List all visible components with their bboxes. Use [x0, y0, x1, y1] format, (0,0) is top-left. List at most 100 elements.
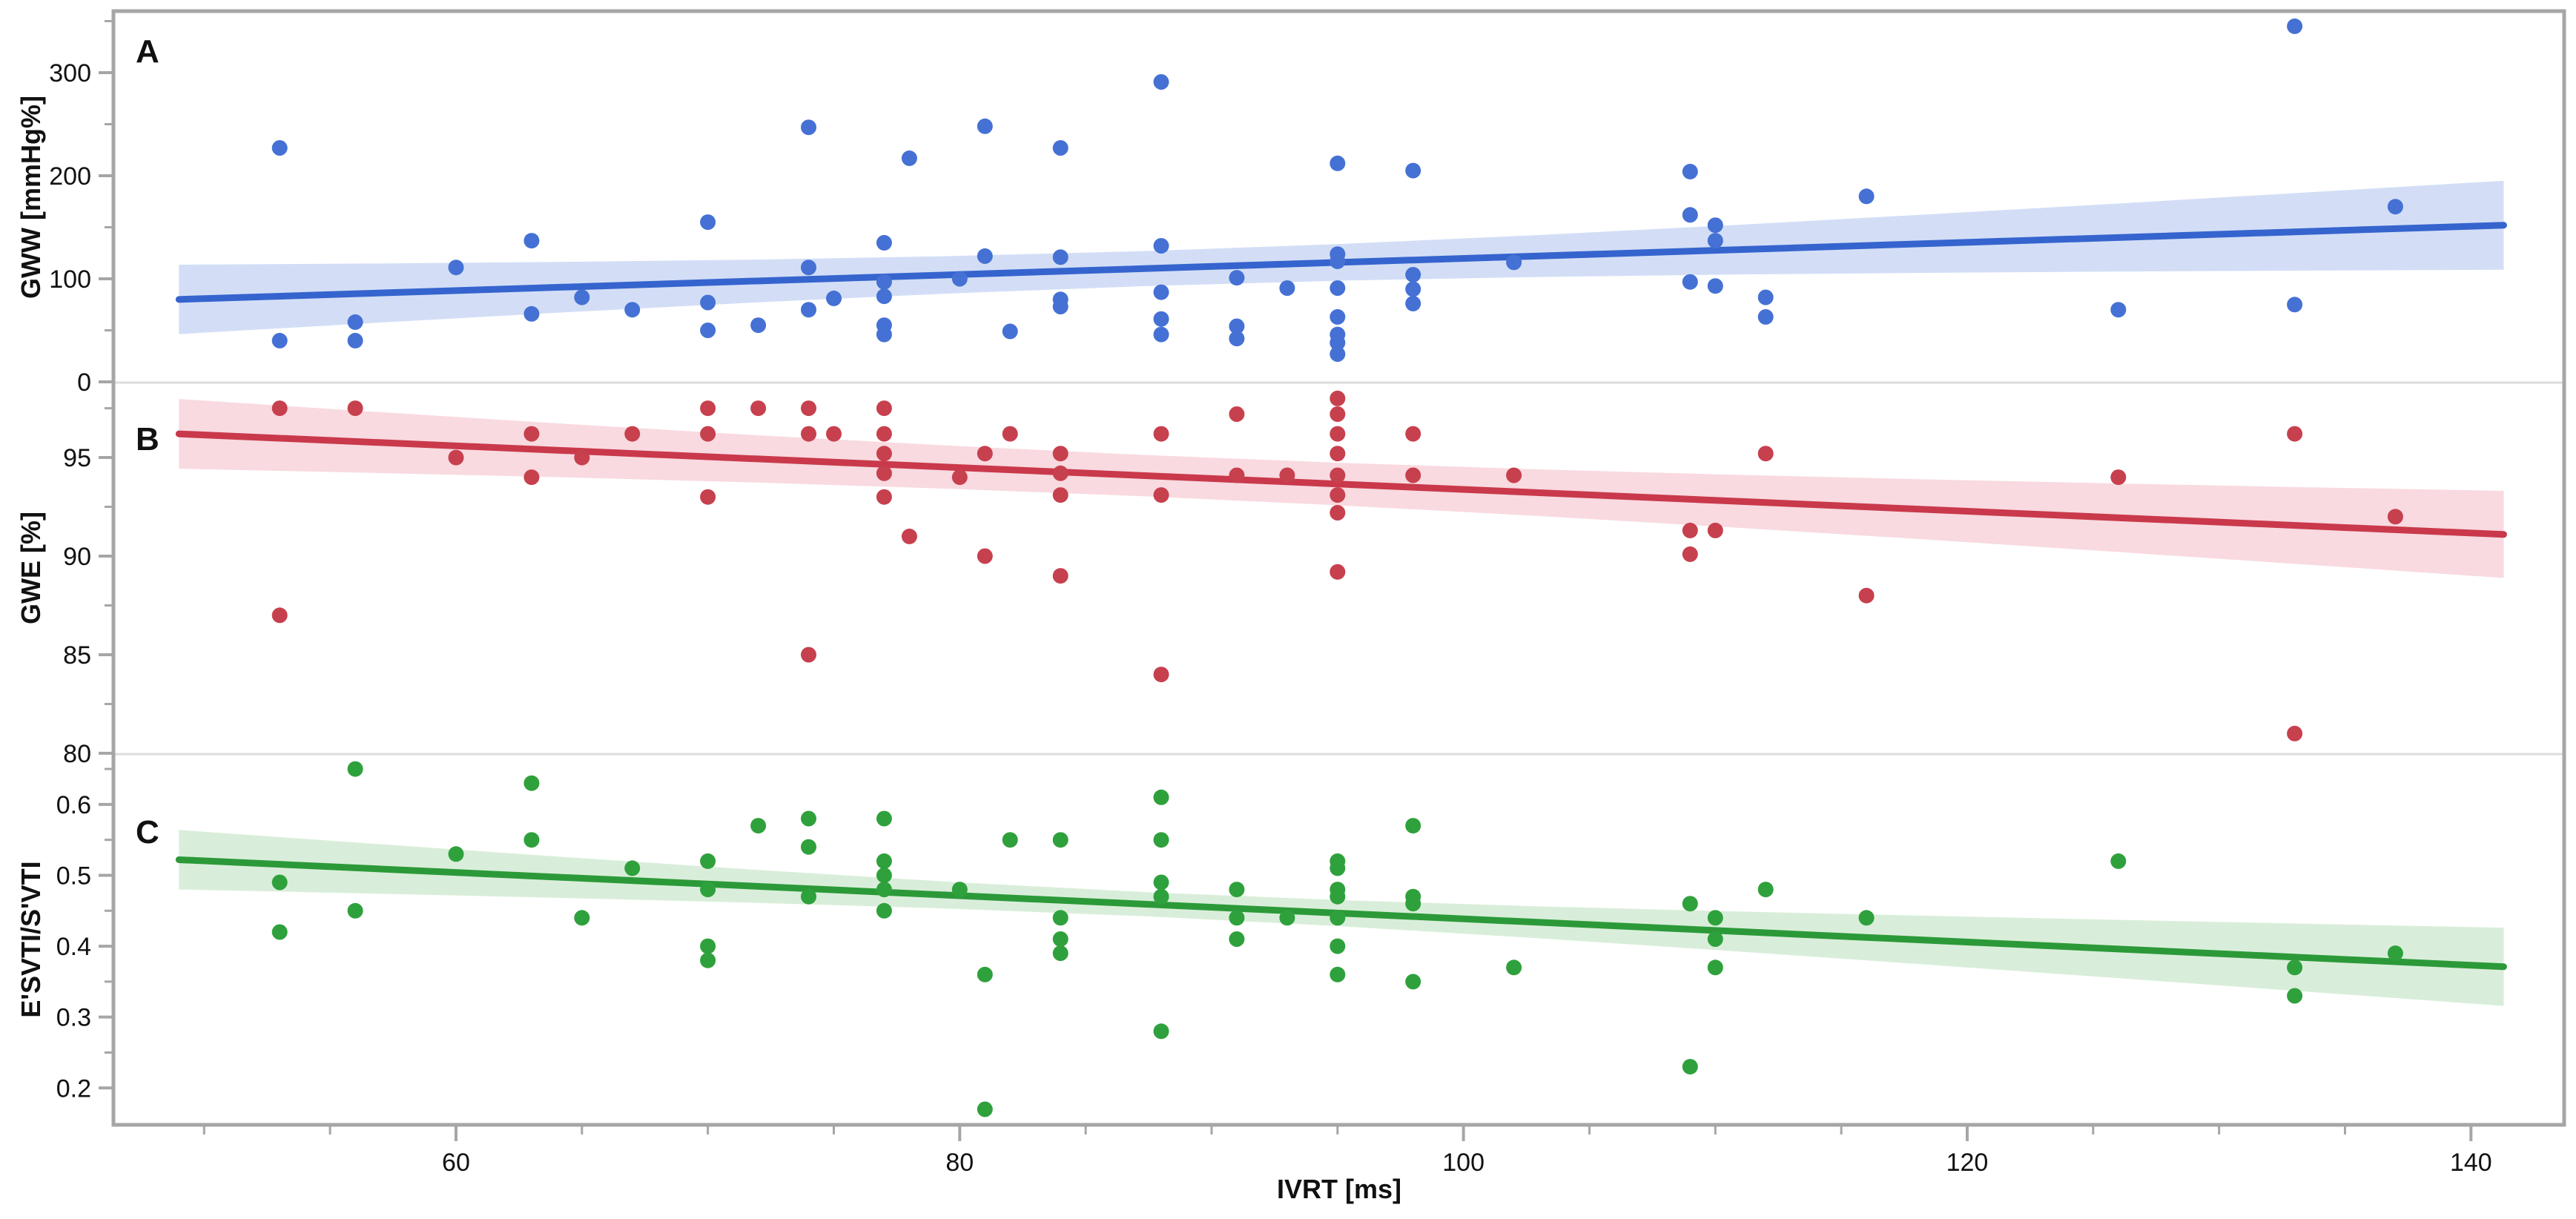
- data-point-c: [1153, 832, 1169, 848]
- data-point-a: [448, 260, 464, 276]
- data-point-b: [2110, 469, 2127, 486]
- x-tick-label: 140: [2450, 1149, 2492, 1177]
- data-point-a: [1279, 280, 1295, 296]
- panel-b-letter: B: [136, 421, 159, 457]
- data-point-a: [977, 118, 993, 134]
- data-point-c: [1153, 789, 1169, 805]
- data-point-c: [1002, 832, 1018, 848]
- data-point-b: [826, 426, 842, 442]
- data-point-b: [1858, 587, 1875, 604]
- data-point-b: [951, 469, 968, 486]
- data-point-c: [1330, 938, 1346, 954]
- data-point-c: [1707, 959, 1723, 976]
- y-tick-label: 0.4: [56, 933, 91, 961]
- data-point-c: [1279, 910, 1295, 926]
- data-point-c: [1757, 882, 1774, 898]
- data-point-a: [1330, 334, 1346, 351]
- data-point-b: [1707, 522, 1723, 538]
- data-point-a: [624, 302, 641, 318]
- y-tick-label: 100: [49, 265, 91, 294]
- data-point-b: [1229, 467, 1245, 483]
- data-point-b: [1052, 487, 1069, 503]
- data-point-a: [1707, 233, 1723, 249]
- data-point-b: [271, 607, 288, 624]
- x-tick-label: 100: [1442, 1149, 1484, 1177]
- data-point-c: [1506, 959, 1522, 976]
- data-point-b: [1330, 467, 1346, 483]
- data-point-c: [1153, 1023, 1169, 1040]
- data-point-a: [1052, 299, 1069, 314]
- data-point-b: [448, 449, 464, 466]
- x-tick-label: 60: [442, 1149, 470, 1177]
- data-point-a: [1229, 331, 1245, 347]
- data-point-c: [801, 839, 816, 855]
- data-point-c: [1052, 931, 1069, 947]
- data-point-a: [1405, 281, 1421, 297]
- data-point-b: [1153, 487, 1169, 503]
- data-point-a: [1153, 326, 1169, 343]
- x-axis-title: IVRT [ms]: [1277, 1174, 1401, 1204]
- data-point-c: [1052, 832, 1069, 848]
- data-point-b: [1330, 426, 1346, 442]
- data-point-b: [801, 426, 816, 442]
- data-point-a: [977, 248, 993, 264]
- data-point-c: [700, 938, 716, 954]
- data-point-c: [700, 853, 716, 869]
- data-point-c: [1330, 910, 1346, 926]
- data-point-c: [1229, 910, 1245, 926]
- data-point-c: [1682, 896, 1698, 912]
- data-point-b: [876, 489, 892, 505]
- data-point-a: [1330, 308, 1346, 325]
- data-point-a: [801, 260, 816, 276]
- data-point-c: [1405, 974, 1421, 990]
- data-point-c: [1858, 910, 1875, 926]
- data-point-b: [1052, 446, 1069, 462]
- data-point-a: [1153, 311, 1169, 327]
- x-tick-label: 80: [945, 1149, 974, 1177]
- data-point-b: [700, 426, 716, 442]
- data-point-a: [1682, 163, 1698, 179]
- data-point-a: [1707, 217, 1723, 234]
- data-point-c: [2110, 853, 2127, 869]
- data-point-c: [700, 882, 716, 898]
- data-point-a: [1682, 207, 1698, 223]
- data-point-c: [1052, 945, 1069, 962]
- data-point-a: [1858, 188, 1875, 205]
- y-tick-label: 80: [63, 740, 91, 768]
- data-point-a: [801, 302, 816, 318]
- data-point-b: [2287, 725, 2303, 741]
- data-point-b: [700, 489, 716, 505]
- x-tick-label: 120: [1946, 1149, 1989, 1177]
- data-point-c: [876, 902, 892, 919]
- data-point-a: [1757, 289, 1774, 305]
- data-point-a: [1682, 274, 1698, 290]
- data-point-a: [1052, 140, 1069, 156]
- data-point-b: [574, 449, 590, 466]
- data-point-b: [1052, 465, 1069, 481]
- data-point-a: [2110, 302, 2127, 318]
- data-point-c: [524, 775, 540, 791]
- y-tick-label: 0.3: [56, 1004, 91, 1032]
- data-point-a: [876, 234, 892, 251]
- plot-frame: [111, 9, 2566, 1127]
- data-point-c: [574, 910, 590, 926]
- data-point-a: [1405, 267, 1421, 283]
- data-point-b: [1682, 522, 1698, 538]
- data-point-b: [2387, 509, 2403, 525]
- data-point-b: [524, 426, 540, 442]
- data-point-b: [1229, 406, 1245, 422]
- y-tick-label: 200: [49, 162, 91, 191]
- data-point-a: [524, 233, 540, 249]
- data-point-a: [1052, 249, 1069, 265]
- data-point-b: [977, 548, 993, 564]
- data-point-c: [347, 761, 363, 777]
- data-point-b: [876, 465, 892, 481]
- data-point-a: [1229, 318, 1245, 334]
- data-point-c: [876, 882, 892, 898]
- data-point-a: [1707, 278, 1723, 294]
- data-point-b: [901, 528, 917, 544]
- y-tick-label: 0.6: [56, 791, 91, 819]
- data-point-a: [1153, 74, 1169, 90]
